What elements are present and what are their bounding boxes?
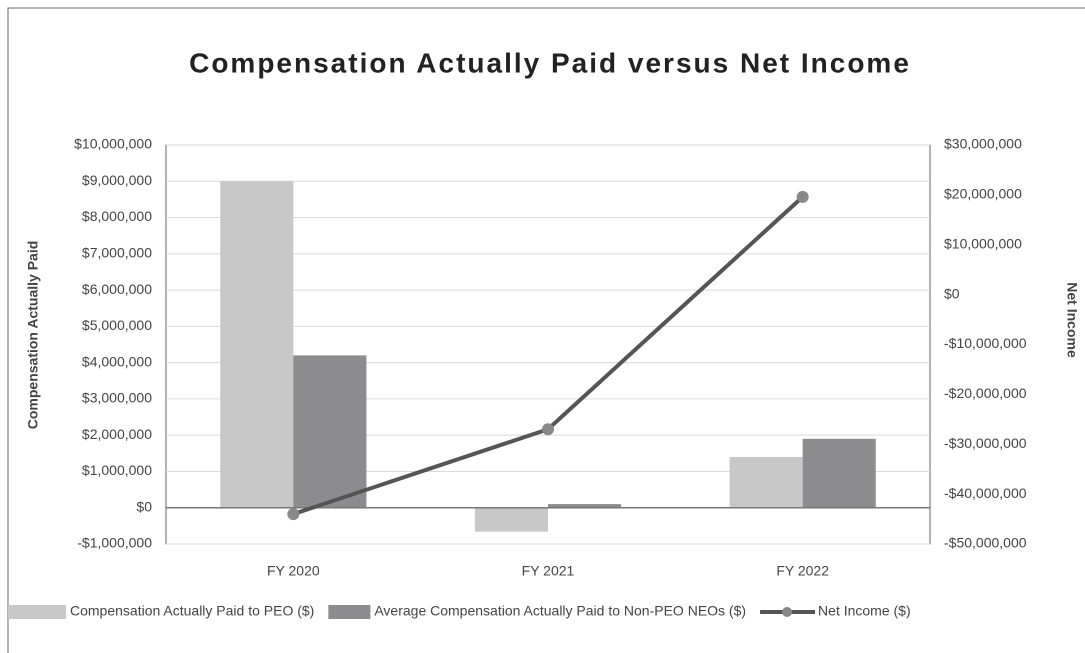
y2-tick-label: -$50,000,000 bbox=[944, 535, 1027, 551]
bar bbox=[220, 181, 294, 508]
y-axis-label: Compensation Actually Paid bbox=[25, 241, 41, 430]
line-marker bbox=[796, 190, 809, 203]
bar bbox=[474, 507, 548, 532]
chart-title: Compensation Actually Paid versus Net In… bbox=[189, 47, 911, 78]
y-tick-label: $10,000,000 bbox=[74, 136, 152, 152]
legend-label: Compensation Actually Paid to PEO ($) bbox=[70, 603, 314, 619]
y-tick-label: $6,000,000 bbox=[82, 281, 152, 297]
y-tick-label: -$1,000,000 bbox=[77, 535, 152, 551]
y-tick-label: $8,000,000 bbox=[82, 208, 152, 224]
x-tick-label: FY 2022 bbox=[776, 563, 829, 579]
line-marker bbox=[542, 423, 554, 436]
legend-swatch-marker bbox=[782, 607, 793, 617]
x-tick-label: FY 2021 bbox=[522, 563, 575, 579]
y-tick-label: $2,000,000 bbox=[82, 426, 152, 442]
legend-label: Net Income ($) bbox=[818, 603, 911, 619]
y2-tick-label: $30,000,000 bbox=[944, 136, 1022, 152]
bar bbox=[802, 438, 876, 508]
legend-swatch bbox=[328, 605, 371, 619]
y2-tick-label: $0 bbox=[944, 285, 960, 301]
legend-label: Average Compensation Actually Paid to No… bbox=[374, 603, 746, 619]
y-tick-label: $1,000,000 bbox=[82, 462, 152, 478]
line-marker bbox=[287, 508, 300, 521]
bar bbox=[293, 355, 367, 508]
y2-tick-label: -$30,000,000 bbox=[944, 435, 1027, 451]
legend-swatch bbox=[8, 605, 66, 619]
y2-tick-label: -$10,000,000 bbox=[944, 335, 1027, 351]
y2-axis-label: Net Income bbox=[1064, 282, 1080, 358]
y-tick-label: $7,000,000 bbox=[82, 245, 152, 261]
y-tick-label: $4,000,000 bbox=[82, 353, 152, 369]
y2-tick-label: -$20,000,000 bbox=[944, 385, 1027, 401]
chart-frame bbox=[7, 7, 1085, 653]
bar bbox=[729, 456, 803, 508]
bar bbox=[548, 504, 622, 508]
y2-tick-label: $20,000,000 bbox=[944, 186, 1022, 202]
y-tick-label: $3,000,000 bbox=[82, 390, 152, 406]
x-tick-label: FY 2020 bbox=[267, 563, 320, 579]
y2-tick-label: $10,000,000 bbox=[944, 235, 1022, 251]
y-tick-label: $5,000,000 bbox=[82, 317, 152, 333]
y-tick-label: $9,000,000 bbox=[82, 172, 152, 188]
y-tick-label: $0 bbox=[136, 498, 152, 514]
y2-tick-label: -$40,000,000 bbox=[944, 485, 1027, 501]
